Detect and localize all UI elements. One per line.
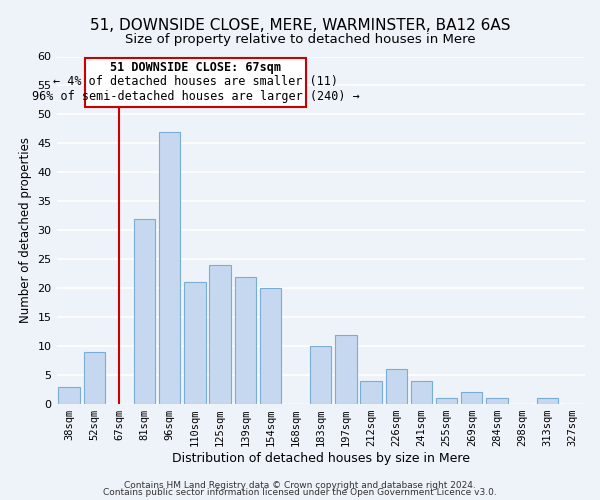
Bar <box>83 352 105 404</box>
Bar <box>58 386 80 404</box>
Bar <box>536 398 558 404</box>
Bar <box>310 346 331 404</box>
FancyBboxPatch shape <box>85 58 305 108</box>
Y-axis label: Number of detached properties: Number of detached properties <box>19 138 32 324</box>
Text: Contains public sector information licensed under the Open Government Licence v3: Contains public sector information licen… <box>103 488 497 497</box>
Text: 51 DOWNSIDE CLOSE: 67sqm: 51 DOWNSIDE CLOSE: 67sqm <box>110 60 281 74</box>
Bar <box>386 370 407 404</box>
Bar <box>209 265 231 404</box>
Text: 96% of semi-detached houses are larger (240) →: 96% of semi-detached houses are larger (… <box>32 90 359 102</box>
Bar <box>361 381 382 404</box>
Bar <box>335 334 356 404</box>
Bar <box>436 398 457 404</box>
Bar <box>159 132 181 404</box>
Text: Size of property relative to detached houses in Mere: Size of property relative to detached ho… <box>125 32 475 46</box>
Bar <box>134 218 155 404</box>
Bar <box>184 282 206 404</box>
Bar <box>411 381 432 404</box>
Text: Contains HM Land Registry data © Crown copyright and database right 2024.: Contains HM Land Registry data © Crown c… <box>124 480 476 490</box>
Bar <box>461 392 482 404</box>
Bar <box>235 276 256 404</box>
X-axis label: Distribution of detached houses by size in Mere: Distribution of detached houses by size … <box>172 452 470 465</box>
Bar <box>260 288 281 404</box>
Bar <box>486 398 508 404</box>
Text: ← 4% of detached houses are smaller (11): ← 4% of detached houses are smaller (11) <box>53 75 338 88</box>
Text: 51, DOWNSIDE CLOSE, MERE, WARMINSTER, BA12 6AS: 51, DOWNSIDE CLOSE, MERE, WARMINSTER, BA… <box>90 18 510 32</box>
